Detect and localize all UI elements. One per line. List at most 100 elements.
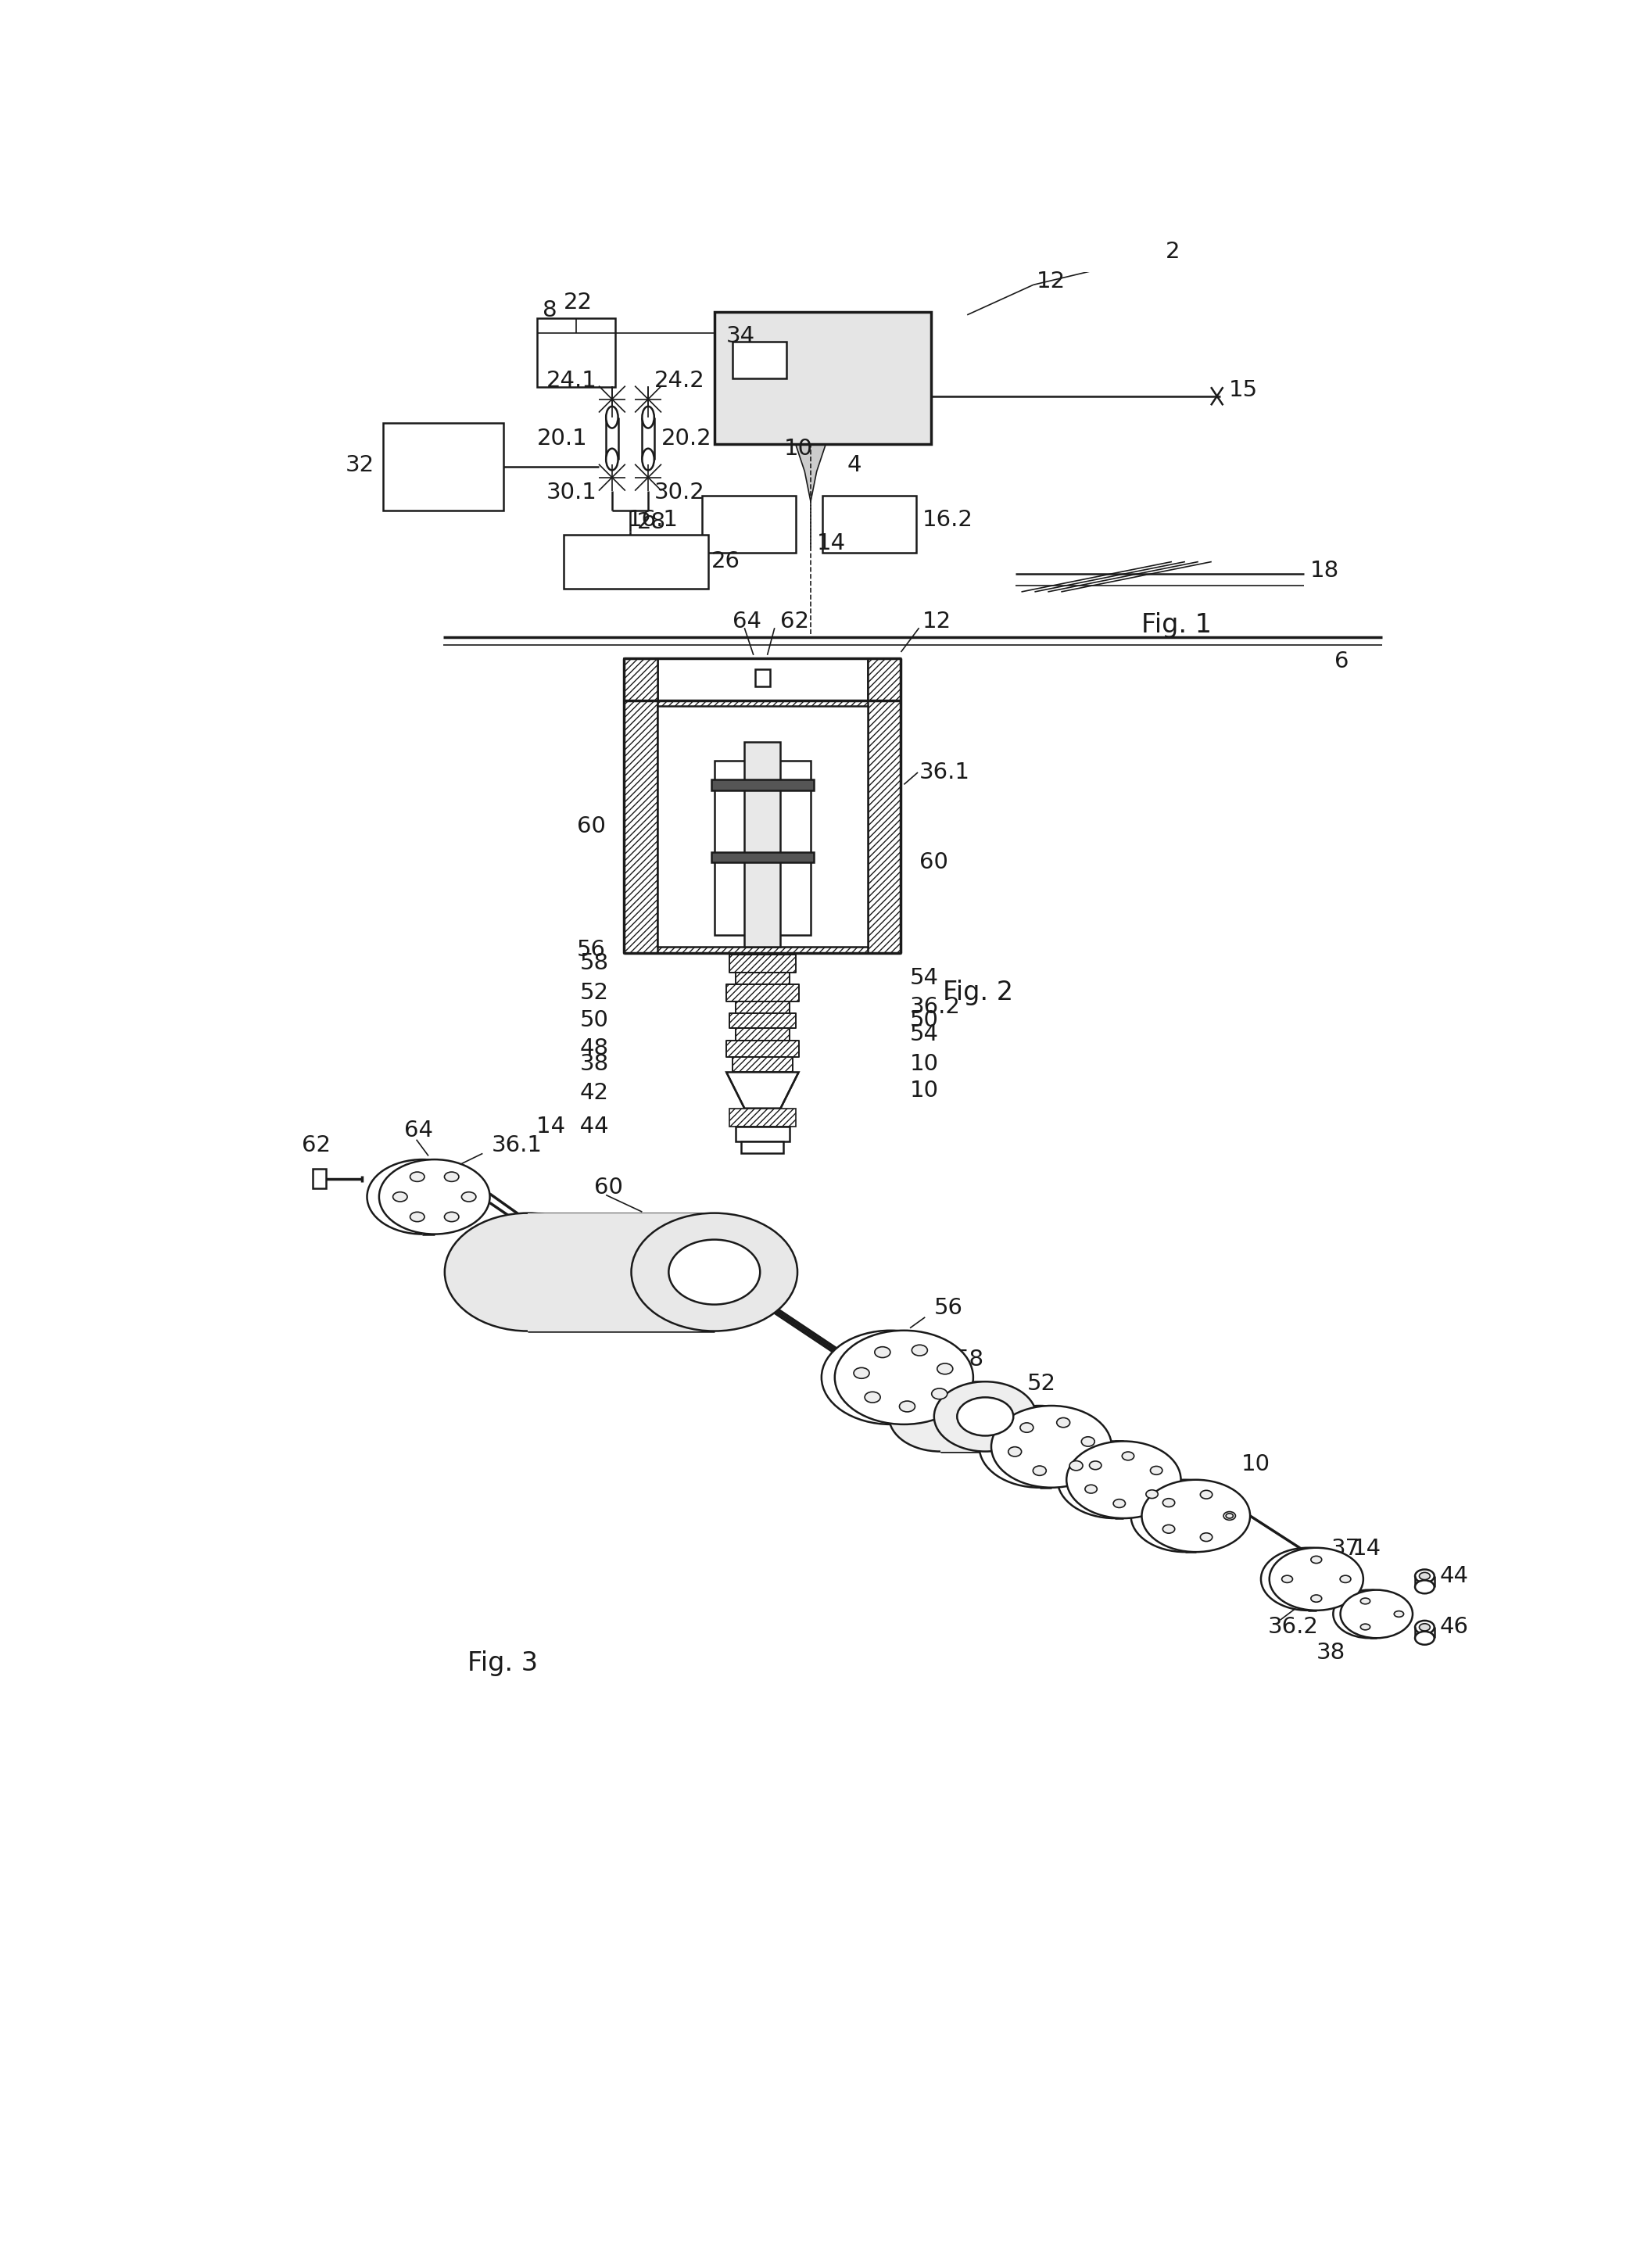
Text: Fig. 1: Fig. 1 [1141, 612, 1211, 637]
Text: 50: 50 [886, 1354, 915, 1377]
Ellipse shape [912, 1345, 928, 1356]
Text: 16.1: 16.1 [627, 508, 678, 531]
Ellipse shape [462, 1193, 476, 1202]
Text: 14: 14 [817, 533, 846, 556]
Ellipse shape [992, 1406, 1112, 1488]
Ellipse shape [1131, 1479, 1239, 1551]
Bar [735, 1127, 789, 1141]
Bar [868, 658, 900, 701]
Ellipse shape [1223, 1513, 1236, 1520]
Text: 14: 14 [1352, 1538, 1382, 1560]
Ellipse shape [1162, 1524, 1175, 1533]
Text: 58: 58 [579, 953, 609, 975]
Ellipse shape [1414, 1631, 1434, 1644]
Bar [742, 1141, 784, 1154]
Ellipse shape [1020, 1422, 1033, 1433]
Text: 24.1: 24.1 [547, 370, 598, 392]
Bar [868, 701, 900, 953]
Ellipse shape [445, 1213, 611, 1331]
Ellipse shape [1419, 1572, 1431, 1581]
Text: 50: 50 [910, 1009, 940, 1032]
Ellipse shape [606, 406, 619, 429]
Text: 16.2: 16.2 [922, 508, 972, 531]
Text: 52: 52 [1028, 1372, 1056, 1395]
Text: 64: 64 [732, 610, 761, 633]
Ellipse shape [1395, 1610, 1403, 1617]
Text: 10: 10 [910, 1080, 940, 1102]
Ellipse shape [1121, 1452, 1134, 1461]
Ellipse shape [409, 1211, 424, 1222]
Text: 38: 38 [579, 1052, 609, 1075]
Ellipse shape [642, 449, 655, 469]
Text: 54: 54 [910, 1023, 940, 1046]
Ellipse shape [855, 1368, 869, 1379]
Ellipse shape [1341, 1590, 1413, 1637]
Text: 60: 60 [594, 1177, 622, 1200]
Ellipse shape [1311, 1594, 1321, 1601]
Bar [712, 780, 814, 792]
Text: 58: 58 [954, 1349, 984, 1370]
Bar [940, 1381, 985, 1452]
Ellipse shape [606, 449, 619, 469]
Text: 36.1: 36.1 [491, 1134, 542, 1157]
Polygon shape [727, 1073, 799, 1109]
Ellipse shape [1082, 1436, 1095, 1447]
Bar [823, 494, 917, 553]
Text: 36.1: 36.1 [918, 762, 969, 782]
Text: 10: 10 [1241, 1454, 1270, 1476]
Text: 14  44: 14 44 [537, 1116, 609, 1136]
Ellipse shape [632, 1213, 797, 1331]
Ellipse shape [936, 1363, 953, 1374]
Bar [624, 658, 656, 701]
Text: 48: 48 [579, 1039, 609, 1059]
Ellipse shape [642, 406, 655, 429]
Text: 30.2: 30.2 [655, 481, 706, 503]
Ellipse shape [1200, 1533, 1213, 1542]
Text: 56: 56 [578, 939, 606, 962]
Ellipse shape [1058, 1440, 1172, 1517]
Text: 10: 10 [784, 438, 812, 460]
Text: 6: 6 [1334, 651, 1349, 671]
Text: 42: 42 [1305, 1579, 1333, 1599]
Bar [563, 535, 709, 590]
Bar [745, 742, 781, 948]
Text: 30.1: 30.1 [547, 481, 598, 503]
Text: 37: 37 [1331, 1538, 1360, 1560]
Ellipse shape [1260, 1547, 1355, 1610]
Ellipse shape [1341, 1576, 1351, 1583]
Ellipse shape [393, 1193, 408, 1202]
Ellipse shape [367, 1159, 478, 1234]
Ellipse shape [822, 1331, 959, 1424]
Ellipse shape [1085, 1486, 1097, 1492]
Bar [1308, 1547, 1316, 1610]
Ellipse shape [1414, 1569, 1434, 1583]
Bar [1369, 1590, 1377, 1637]
Ellipse shape [1162, 1499, 1175, 1506]
Bar [735, 1027, 789, 1041]
Text: 62: 62 [301, 1134, 331, 1157]
Ellipse shape [958, 1397, 1013, 1436]
Ellipse shape [931, 1388, 948, 1399]
Bar [730, 955, 796, 973]
Ellipse shape [444, 1211, 458, 1222]
Ellipse shape [380, 1159, 489, 1234]
Ellipse shape [1414, 1581, 1434, 1594]
Text: 60: 60 [578, 816, 606, 837]
Ellipse shape [874, 1347, 891, 1359]
Bar [1115, 1440, 1123, 1517]
Text: 34: 34 [727, 324, 755, 347]
Bar [732, 1057, 792, 1073]
Text: 15: 15 [1229, 379, 1259, 401]
Text: 2: 2 [1166, 240, 1180, 263]
Bar [383, 424, 504, 510]
Ellipse shape [1151, 1465, 1162, 1474]
Ellipse shape [1311, 1556, 1321, 1563]
Bar [624, 701, 656, 953]
Bar [313, 1168, 326, 1188]
Text: 20.1: 20.1 [537, 426, 588, 449]
Bar [730, 1109, 796, 1127]
Text: 50: 50 [579, 1009, 609, 1032]
Ellipse shape [858, 1363, 866, 1368]
Ellipse shape [1141, 1479, 1251, 1551]
Text: 62: 62 [781, 610, 810, 633]
